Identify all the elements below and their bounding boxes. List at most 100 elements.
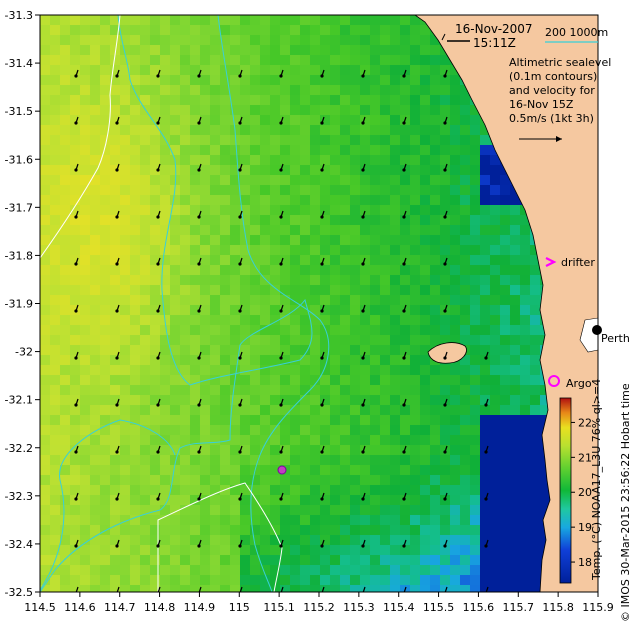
sst-cell [470,395,480,405]
sst-cell [450,335,460,345]
sst-cell [220,145,230,155]
sst-cell [110,275,120,285]
velocity-vector-head [156,309,160,313]
sst-cell [170,295,180,305]
sst-cell [310,555,320,565]
sst-cell [360,245,370,255]
sst-cell [60,345,70,355]
sst-cell [530,365,540,375]
sst-cell [410,135,420,145]
sst-cell [390,45,400,55]
sst-cell [280,545,290,555]
sst-cell [230,405,240,415]
sst-cell [90,505,100,515]
sst-cell [540,495,550,505]
sst-cell [160,75,170,85]
sst-cell [210,165,220,175]
sst-cell [150,185,160,195]
sst-cell [320,135,330,145]
sst-cell [500,455,510,465]
sst-cell [100,535,110,545]
sst-cell [520,495,530,505]
sst-cell [400,525,410,535]
sst-cell [190,165,200,175]
sst-cell [290,85,300,95]
sst-cell [150,265,160,275]
sst-cell [310,125,320,135]
sst-cell [420,475,430,485]
sst-cell [430,425,440,435]
sst-cell [70,475,80,485]
sst-cell [230,435,240,445]
sst-cell [140,275,150,285]
velocity-vector-head [115,544,119,548]
sst-cell [160,295,170,305]
sst-cell [110,205,120,215]
sst-cell [310,465,320,475]
sst-cell [110,85,120,95]
sst-cell [170,515,180,525]
sst-cell [120,225,130,235]
sst-cell [330,385,340,395]
sst-cell [110,285,120,295]
sst-cell [230,295,240,305]
sst-cell [120,495,130,505]
sst-cell [380,585,390,592]
sst-cell [280,55,290,65]
sst-cell [60,265,70,275]
sst-cell [470,315,480,325]
sst-cell [400,545,410,555]
sst-cell [370,245,380,255]
sst-cell [100,525,110,535]
sst-cell [150,85,160,95]
sst-cell [310,415,320,425]
sst-cell [40,65,50,75]
sst-cell [450,475,460,485]
sst-cell [250,575,260,585]
sst-cell [150,75,160,85]
sst-cell [350,175,360,185]
sst-cell [380,545,390,555]
sst-cell [50,335,60,345]
sst-cell [490,185,500,195]
sst-cell [510,335,520,345]
date-pointer [441,33,446,41]
sst-cell [280,285,290,295]
sst-cell [120,555,130,565]
sst-cell [410,285,420,295]
sst-cell [150,475,160,485]
sst-cell [370,385,380,395]
sst-cell [300,385,310,395]
sst-cell [380,345,390,355]
velocity-vector-head [156,403,160,407]
sst-cell [250,125,260,135]
sst-cell [190,85,200,95]
sst-cell [450,265,460,275]
sst-cell [510,285,520,295]
sst-cell [390,555,400,565]
sst-cell [420,205,430,215]
velocity-vector-head [115,356,119,360]
sst-cell [340,205,350,215]
sst-cell [510,575,520,585]
sst-cell [250,185,260,195]
sst-cell [310,305,320,315]
sst-cell [450,465,460,475]
sst-cell [440,375,450,385]
sst-cell [240,215,250,225]
sst-cell [510,535,520,545]
sst-cell [430,535,440,545]
velocity-vector-head [74,450,78,454]
sst-cell [390,355,400,365]
sst-cell [370,185,380,195]
sst-cell [400,105,410,115]
sst-cell [340,545,350,555]
sst-cell [490,215,500,225]
sst-cell [50,515,60,525]
sst-cell [460,545,470,555]
sst-cell [320,365,330,375]
sst-cell [360,525,370,535]
sst-cell [200,555,210,565]
sst-cell [310,475,320,485]
sst-cell [150,125,160,135]
